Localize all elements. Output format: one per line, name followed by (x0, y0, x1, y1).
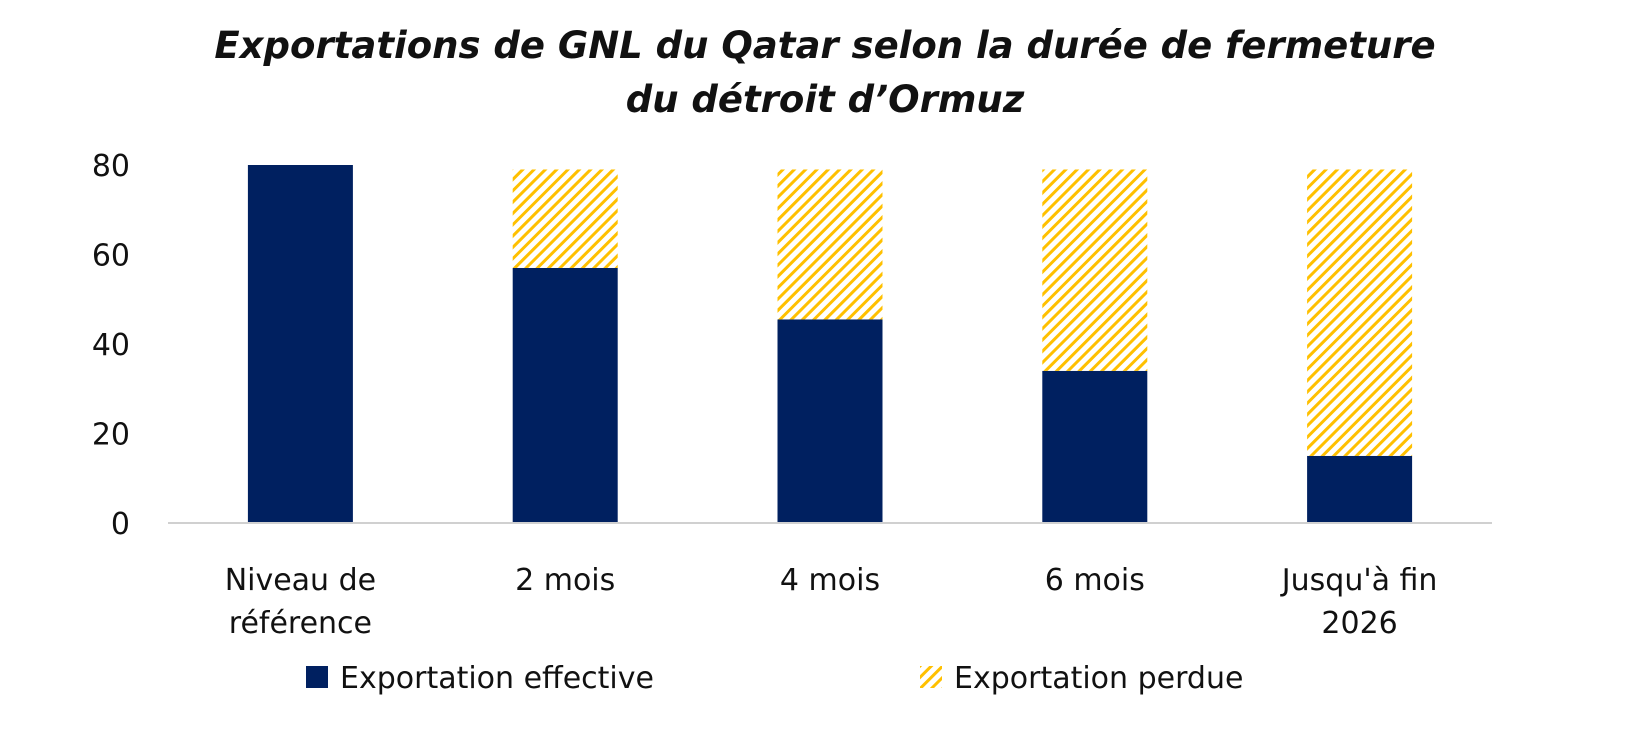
bar-effective (777, 319, 883, 523)
bar-effective (247, 165, 353, 523)
y-tick-label: 80 (92, 149, 130, 184)
legend-swatch-effective (306, 666, 328, 688)
chart-title-line1: Exportations de GNL du Qatar selon la du… (214, 24, 1435, 67)
bar-lost (512, 169, 618, 268)
legend-swatch-lost (920, 666, 942, 688)
x-category-label: Jusqu'à fin (1280, 563, 1438, 598)
y-tick-label: 40 (92, 328, 130, 363)
bar-lost (1307, 169, 1413, 456)
bar-lost (1042, 169, 1148, 371)
legend: Exportation effective Exportation perdue (306, 661, 1243, 696)
y-tick-label: 20 (92, 418, 130, 453)
legend-label-effective: Exportation effective (340, 661, 654, 696)
bar-effective (1042, 370, 1148, 523)
x-category-label: Niveau de (225, 563, 376, 598)
x-category-label: référence (229, 606, 372, 641)
y-tick-label: 0 (111, 507, 130, 542)
x-category-label: 4 mois (780, 563, 880, 598)
bar-lost (777, 169, 883, 320)
x-category-label: 2 mois (515, 563, 615, 598)
chart-title-line2: du détroit d’Ormuz (626, 78, 1025, 121)
y-tick-label: 60 (92, 239, 130, 274)
x-category-label: 6 mois (1045, 563, 1145, 598)
legend-label-lost: Exportation perdue (954, 661, 1243, 696)
bar-effective (512, 267, 618, 523)
bar-effective (1307, 455, 1413, 523)
x-category-label: 2026 (1321, 606, 1397, 641)
